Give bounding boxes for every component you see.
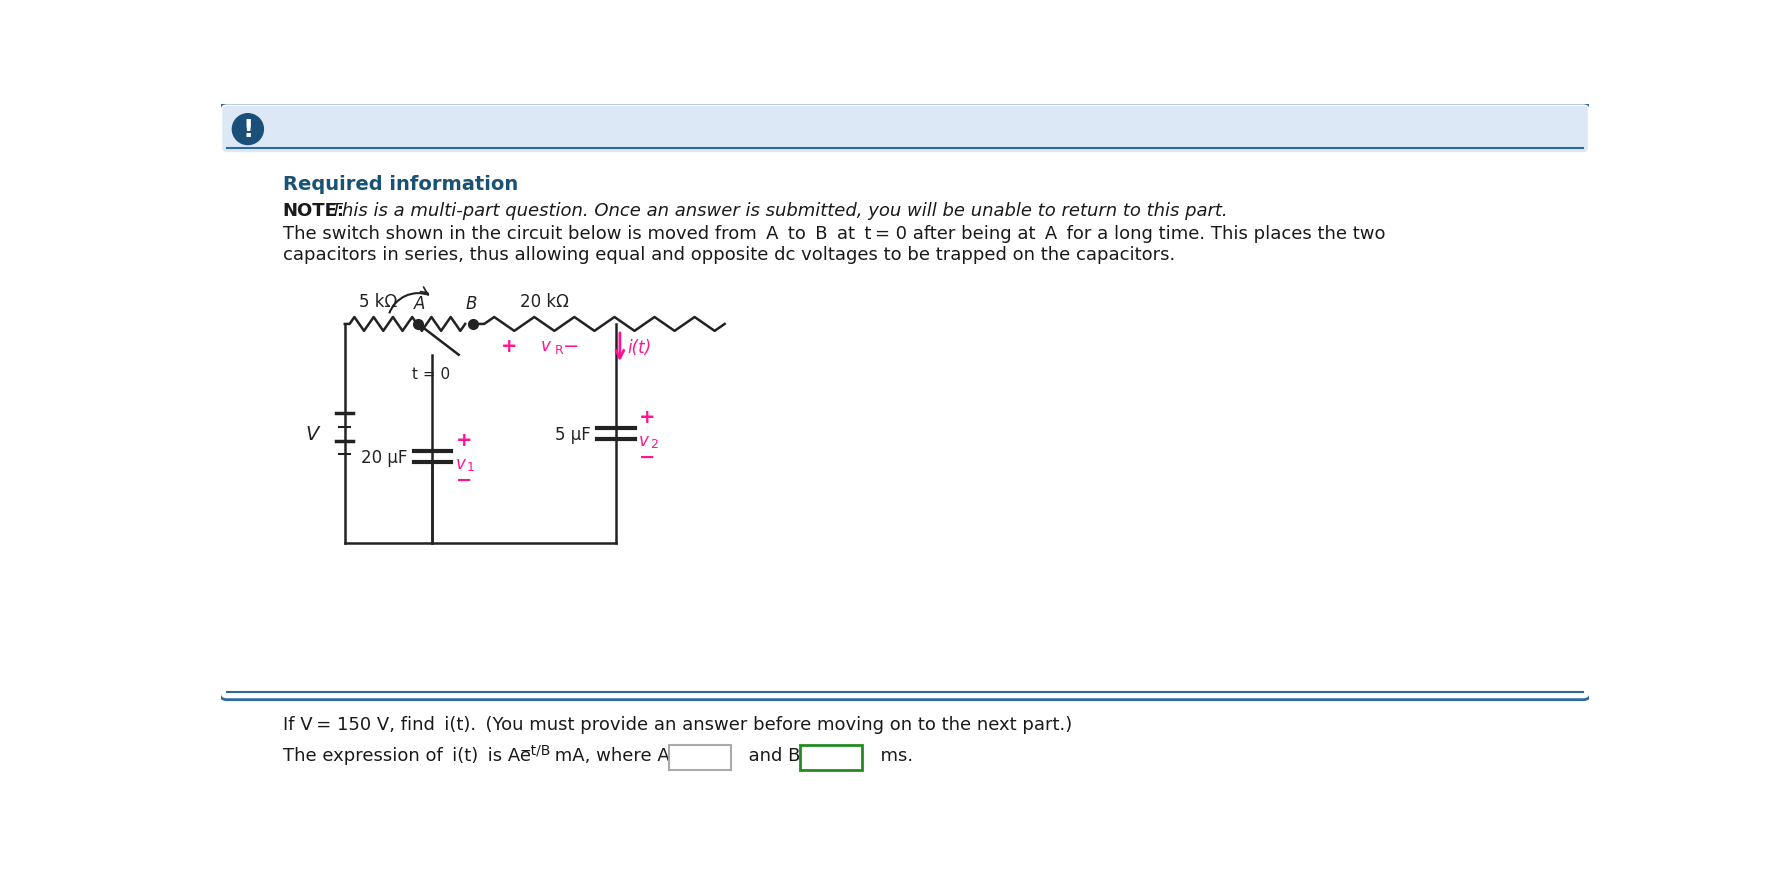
Text: 5 μF: 5 μF xyxy=(556,425,592,443)
Text: 1: 1 xyxy=(466,461,475,474)
Text: 20 kΩ: 20 kΩ xyxy=(519,292,569,311)
Text: +: + xyxy=(502,336,517,356)
Text: Required information: Required information xyxy=(283,175,517,193)
Text: ms.: ms. xyxy=(869,746,913,764)
Text: −: − xyxy=(563,336,579,356)
Text: v: v xyxy=(639,431,650,450)
FancyBboxPatch shape xyxy=(669,745,731,770)
Text: The expression of  i(t)  is Ae: The expression of i(t) is Ae xyxy=(283,746,532,764)
FancyBboxPatch shape xyxy=(223,107,1588,153)
Text: t = 0: t = 0 xyxy=(411,367,450,382)
Circle shape xyxy=(233,115,263,146)
Text: B: B xyxy=(466,294,477,313)
Text: 20 μF: 20 μF xyxy=(362,449,408,466)
Text: A: A xyxy=(415,294,426,313)
Text: NOTE:: NOTE: xyxy=(283,201,344,220)
Text: This is a multi-part question. Once an answer is submitted, you will be unable t: This is a multi-part question. Once an a… xyxy=(330,201,1227,220)
Text: !: ! xyxy=(242,118,254,142)
Text: −: − xyxy=(456,471,472,490)
Text: 5 kΩ: 5 kΩ xyxy=(358,292,397,311)
Text: +: + xyxy=(639,407,655,427)
Text: −t/B: −t/B xyxy=(519,742,551,756)
Text: capacitors in series, thus allowing equal and opposite dc voltages to be trapped: capacitors in series, thus allowing equa… xyxy=(283,246,1174,264)
Text: v: v xyxy=(456,455,466,472)
Text: R: R xyxy=(555,343,563,356)
Text: −: − xyxy=(639,448,655,467)
Text: v: v xyxy=(540,337,551,355)
Text: V: V xyxy=(306,425,320,443)
Text: i(t): i(t) xyxy=(627,339,652,356)
Text: and B =: and B = xyxy=(736,746,825,764)
FancyBboxPatch shape xyxy=(800,745,862,770)
Text: mA, where A =: mA, where A = xyxy=(549,746,694,764)
Text: If V = 150 V, find  i(t).  (You must provide an answer before moving on to the n: If V = 150 V, find i(t). (You must provi… xyxy=(283,716,1072,733)
Text: 2: 2 xyxy=(650,437,659,450)
FancyBboxPatch shape xyxy=(219,104,1591,700)
Text: The switch shown in the circuit below is moved from  A  to  B  at  t = 0 after b: The switch shown in the circuit below is… xyxy=(283,225,1385,242)
Text: +: + xyxy=(456,431,472,450)
